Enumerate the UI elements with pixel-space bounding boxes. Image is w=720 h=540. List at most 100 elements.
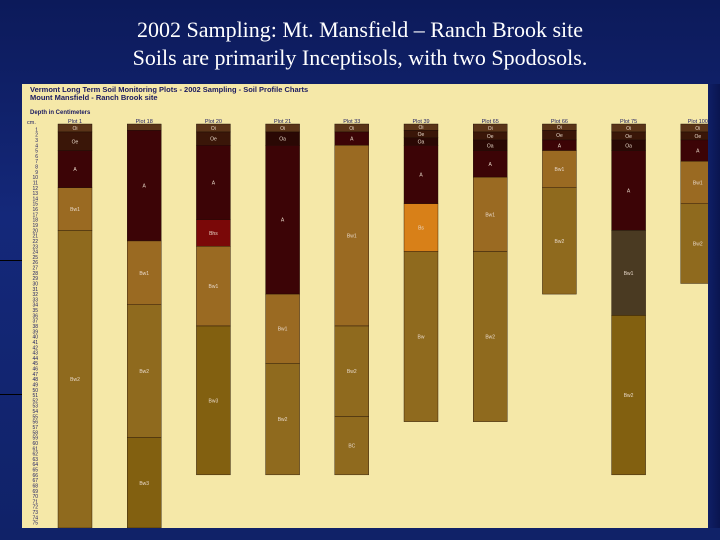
horizon-label: Oa bbox=[625, 143, 632, 149]
y-tick-label: 15 bbox=[32, 202, 38, 208]
horizon-bar bbox=[611, 230, 646, 316]
y-tick-label: 66 bbox=[32, 473, 38, 479]
horizon-bar bbox=[473, 150, 508, 178]
y-tick-label: 13 bbox=[32, 191, 38, 197]
horizon-bar bbox=[611, 315, 646, 476]
y-tick-label: 8 bbox=[35, 165, 38, 171]
horizon-bar bbox=[196, 145, 231, 220]
y-tick-label: 49 bbox=[32, 382, 38, 388]
y-tick-label: 55 bbox=[32, 414, 38, 420]
y-tick-label: 4 bbox=[35, 143, 38, 149]
horizon-label: Oe bbox=[487, 134, 494, 140]
y-tick-label: 24 bbox=[32, 250, 38, 256]
y-tick-label: 20 bbox=[32, 228, 38, 234]
horizon-label: Oi bbox=[73, 126, 78, 132]
horizon-label: Bs bbox=[418, 226, 424, 232]
plot-header-label: Plot 39 bbox=[412, 119, 429, 125]
horizon-bar bbox=[126, 123, 162, 131]
plot-header-label: Plot 100 bbox=[688, 119, 708, 125]
soil-profile-chart-svg: Vermont Long Term Soil Monitoring Plots … bbox=[27, 85, 708, 528]
horizon-bar bbox=[473, 251, 508, 422]
horizon-bar bbox=[680, 139, 708, 162]
horizon-label: Oi bbox=[211, 126, 216, 132]
y-tick-label: 72 bbox=[32, 505, 38, 511]
y-tick-label: 28 bbox=[32, 271, 38, 277]
y-tick-label: 6 bbox=[35, 154, 38, 160]
horizon-bar bbox=[680, 203, 708, 284]
horizon-label: Bw2 bbox=[139, 369, 149, 375]
horizon-label: A bbox=[558, 143, 562, 149]
horizon-bar bbox=[611, 150, 646, 231]
y-tick-label: 51 bbox=[32, 393, 38, 399]
y-tick-label: 18 bbox=[32, 218, 38, 224]
soil-profile-chart: Vermont Long Term Soil Monitoring Plots … bbox=[22, 84, 708, 528]
horizon-label: A bbox=[419, 173, 423, 179]
y-tick-label: 50 bbox=[32, 388, 38, 394]
horizon-label: Oe bbox=[556, 133, 563, 139]
y-tick-label: 38 bbox=[32, 324, 38, 330]
horizon-label: Oi bbox=[280, 126, 285, 132]
plot-header-label: Plot 20 bbox=[205, 119, 222, 125]
y-tick-label: 63 bbox=[32, 457, 38, 463]
y-tick-label: 58 bbox=[32, 430, 38, 436]
horizon-label: Bw1 bbox=[209, 284, 219, 290]
horizon-label: Bw1 bbox=[347, 234, 357, 240]
y-tick-label: 12 bbox=[32, 186, 38, 192]
y-tick-label: 54 bbox=[32, 409, 38, 415]
horizon-label: Oe bbox=[72, 139, 79, 145]
y-tick-label: 23 bbox=[32, 244, 38, 250]
horizon-label: Bw3 bbox=[209, 398, 219, 404]
horizon-label: A bbox=[489, 162, 493, 168]
horizon-label: A bbox=[281, 218, 285, 224]
y-tick-label: 61 bbox=[32, 446, 38, 452]
horizon-bar bbox=[265, 145, 300, 295]
y-tick-label: 39 bbox=[32, 329, 38, 335]
horizon-label: Oe bbox=[418, 132, 425, 138]
horizon-label: Bw1 bbox=[555, 167, 565, 173]
horizon-label: A bbox=[627, 188, 631, 194]
y-tick-label: 68 bbox=[32, 483, 38, 489]
y-tick-label: 27 bbox=[32, 266, 38, 272]
slide-title-line-1: 2002 Sampling: Mt. Mansfield – Ranch Bro… bbox=[136, 17, 584, 42]
horizon-bar bbox=[334, 325, 369, 417]
chart-subtitle: Mount Mansfield - Ranch Brook site bbox=[30, 93, 158, 102]
plot-header-label: Plot 18 bbox=[136, 119, 153, 125]
y-tick-label: 62 bbox=[32, 452, 38, 458]
y-tick-label: 44 bbox=[32, 356, 38, 362]
horizon-bar bbox=[680, 161, 708, 204]
y-tick-label: 19 bbox=[32, 223, 38, 229]
y-tick-label: 37 bbox=[32, 319, 38, 325]
y-tick-label: 57 bbox=[32, 425, 38, 431]
horizon-label: A bbox=[73, 167, 77, 173]
horizon-bar bbox=[473, 176, 508, 252]
y-tick-label: 22 bbox=[32, 239, 38, 245]
horizon-label: Oe bbox=[625, 134, 632, 140]
y-tick-label: 48 bbox=[32, 377, 38, 383]
horizon-bar bbox=[57, 230, 93, 528]
horizon-bar bbox=[265, 293, 300, 364]
horizon-bar bbox=[334, 145, 369, 327]
y-tick-label: 60 bbox=[32, 441, 38, 447]
y-tick-label: 71 bbox=[32, 499, 38, 505]
horizon-label: BC bbox=[348, 444, 355, 450]
panel-edge-shadow bbox=[708, 84, 720, 528]
horizon-label: Bw2 bbox=[555, 239, 565, 245]
slide-title-line-2: Soils are primarily Inceptisols, with tw… bbox=[132, 45, 588, 70]
y-tick-label: 25 bbox=[32, 255, 38, 261]
horizon-label: Bw3 bbox=[139, 481, 149, 487]
y-tick-label: 35 bbox=[32, 308, 38, 314]
horizon-bar bbox=[57, 150, 93, 188]
y-axis-label: Depth in Centimeters bbox=[30, 110, 91, 116]
horizon-label: Oi bbox=[695, 126, 700, 132]
y-tick-label: 29 bbox=[32, 276, 38, 282]
horizon-label: Bw2 bbox=[70, 377, 80, 383]
y-tick-label: 52 bbox=[32, 398, 38, 404]
y-tick-label: 21 bbox=[32, 234, 38, 240]
y-tick-label: 3 bbox=[35, 138, 38, 144]
horizon-bar bbox=[196, 325, 231, 476]
y-tick-label: 26 bbox=[32, 260, 38, 266]
horizon-bar bbox=[126, 240, 162, 305]
y-tick-label: 10 bbox=[32, 175, 38, 181]
y-tick-label: 5 bbox=[35, 149, 38, 155]
plot-header-label: Plot 75 bbox=[620, 119, 637, 125]
